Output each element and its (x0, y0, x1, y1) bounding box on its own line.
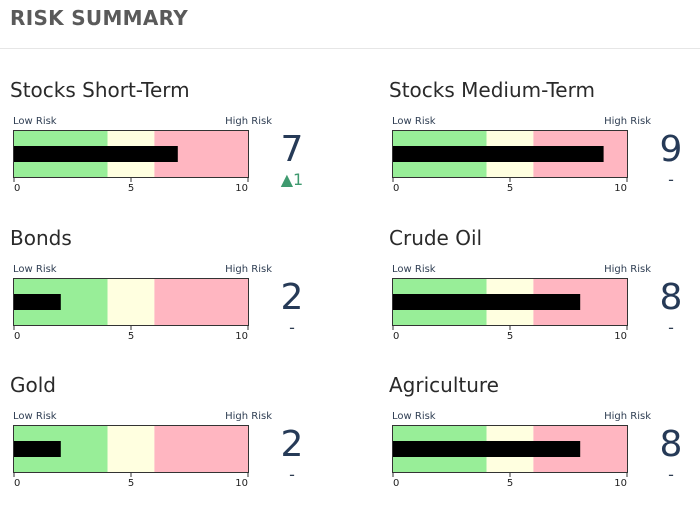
tick-label: 10 (235, 183, 248, 192)
risk-gauge: 0 5 10 (13, 130, 249, 192)
tick-label: 0 (393, 183, 399, 192)
risk-score: 8 (659, 277, 683, 318)
tick-label: 10 (235, 331, 248, 340)
tick-label: 10 (235, 478, 248, 487)
risk-score: 9 (659, 129, 683, 170)
low-risk-label: Low Risk (392, 264, 436, 275)
tick-label: 5 (128, 331, 134, 340)
tick-label: 10 (614, 183, 627, 192)
risk-card-crude-oil: Crude Oil Low Risk High Risk 0 5 10 8 - (389, 226, 700, 371)
risk-score: 2 (280, 277, 304, 318)
low-risk-label: Low Risk (392, 116, 436, 127)
risk-score: 7 (280, 129, 304, 170)
gauge-frame (392, 278, 628, 326)
risk-gauge: 0 5 10 (392, 425, 628, 487)
risk-gauge: 0 5 10 (392, 278, 628, 340)
tick-label: 5 (507, 183, 513, 192)
card-title: Stocks Short-Term (10, 78, 190, 102)
risk-change: - (668, 318, 674, 337)
high-risk-label: High Risk (604, 411, 651, 422)
gauge-frame (13, 278, 249, 326)
tick-label: 0 (14, 331, 20, 340)
high-risk-label: High Risk (604, 116, 651, 127)
page-title: RISK SUMMARY (10, 6, 189, 30)
gauge-frame (392, 130, 628, 178)
risk-bar (14, 294, 61, 310)
risk-card-stocks-short-term: Stocks Short-Term Low Risk High Risk 0 5 1… (10, 78, 340, 223)
risk-card-gold: Gold Low Risk High Risk 0 5 10 2 - (10, 373, 340, 518)
risk-bar (393, 146, 604, 162)
risk-gauge: 0 5 10 (13, 425, 249, 487)
low-risk-label: Low Risk (13, 264, 57, 275)
tick-label: 10 (614, 478, 627, 487)
risk-change: - (289, 318, 295, 337)
high-risk-label: High Risk (604, 264, 651, 275)
gauge-svg: 0 5 10 (13, 278, 249, 340)
gauge-frame (13, 130, 249, 178)
high-risk-zone (154, 279, 248, 325)
medium-risk-zone (107, 279, 155, 325)
risk-card-stocks-medium-term: Stocks Medium-Term Low Risk High Risk 0 5… (389, 78, 700, 223)
high-risk-label: High Risk (225, 411, 272, 422)
risk-change: - (668, 465, 674, 484)
gauge-svg: 0 5 10 (13, 425, 249, 487)
risk-change: ▲1 (280, 170, 304, 189)
gauge-svg: 0 5 10 (392, 130, 628, 192)
tick-label: 5 (128, 183, 134, 192)
risk-score: 2 (280, 424, 304, 465)
gauge-svg: 0 5 10 (13, 130, 249, 192)
high-risk-zone (154, 426, 248, 472)
risk-gauge: 0 5 10 (13, 278, 249, 340)
low-risk-label: Low Risk (13, 411, 57, 422)
tick-label: 0 (393, 331, 399, 340)
card-title: Agriculture (389, 373, 499, 397)
gauge-svg: 0 5 10 (392, 278, 628, 340)
card-title: Stocks Medium-Term (389, 78, 595, 102)
card-title: Crude Oil (389, 226, 483, 250)
medium-risk-zone (107, 426, 155, 472)
gauge-svg: 0 5 10 (392, 425, 628, 487)
tick-label: 5 (507, 331, 513, 340)
risk-change: - (668, 170, 674, 189)
high-risk-label: High Risk (225, 116, 272, 127)
page-header: RISK SUMMARY (0, 0, 700, 49)
tick-label: 10 (614, 331, 627, 340)
risk-bar (393, 441, 581, 457)
risk-change: - (289, 465, 295, 484)
gauge-frame (392, 425, 628, 473)
tick-label: 0 (14, 478, 20, 487)
risk-gauge: 0 5 10 (392, 130, 628, 192)
card-title: Bonds (10, 226, 72, 250)
high-risk-label: High Risk (225, 264, 272, 275)
low-risk-label: Low Risk (13, 116, 57, 127)
low-risk-label: Low Risk (392, 411, 436, 422)
gauge-frame (13, 425, 249, 473)
risk-score: 8 (659, 424, 683, 465)
tick-label: 5 (507, 478, 513, 487)
card-title: Gold (10, 373, 56, 397)
tick-label: 0 (14, 183, 20, 192)
risk-bar (14, 146, 178, 162)
risk-bar (393, 294, 581, 310)
tick-label: 5 (128, 478, 134, 487)
risk-card-agriculture: Agriculture Low Risk High Risk 0 5 10 8 - (389, 373, 700, 518)
risk-card-bonds: Bonds Low Risk High Risk 0 5 10 2 - (10, 226, 340, 371)
risk-bar (14, 441, 61, 457)
tick-label: 0 (393, 478, 399, 487)
